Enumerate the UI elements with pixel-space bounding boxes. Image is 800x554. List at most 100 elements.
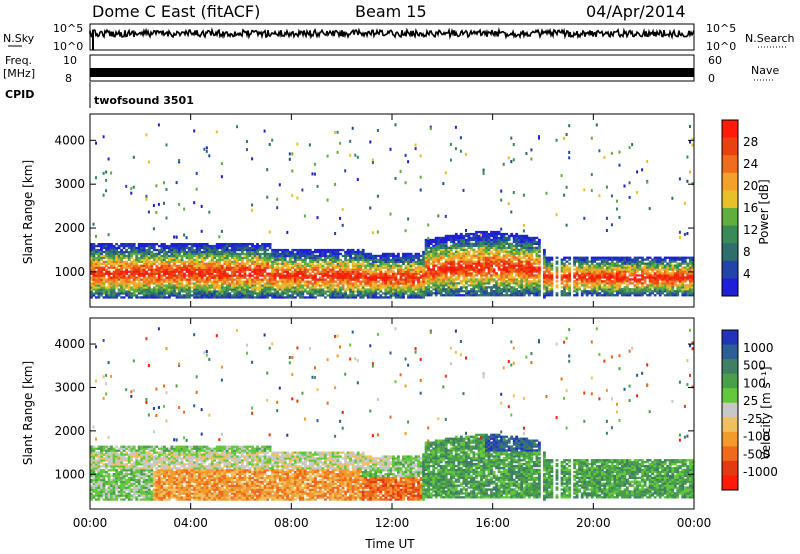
- echo-cell: [170, 288, 174, 291]
- echo-cell: [565, 268, 569, 271]
- echo-cell: [336, 284, 340, 287]
- echo-cell: [482, 280, 486, 283]
- echo-cell: [198, 244, 201, 248]
- echo-cell: [311, 254, 315, 258]
- echo-cell: [384, 278, 388, 281]
- echo-cell: [482, 290, 486, 293]
- echo-cell: [538, 244, 541, 247]
- echo-point: [95, 176, 97, 180]
- echo-cell: [230, 296, 234, 299]
- echo-cell: [392, 278, 395, 281]
- echo-cell: [580, 292, 584, 295]
- cpid-value: twofsound 3501: [94, 94, 194, 107]
- echo-cell: [490, 238, 493, 242]
- echo-cell: [296, 248, 300, 252]
- echo-cell: [132, 264, 136, 267]
- echo-cell: [605, 286, 609, 289]
- echo-point: [522, 229, 525, 233]
- echo-cell: [432, 256, 436, 259]
- echo-cell: [575, 258, 579, 261]
- echo-point: [276, 206, 279, 210]
- echo-cell: [465, 262, 468, 265]
- echo-cell: [507, 250, 511, 253]
- echo-cell: [230, 262, 234, 265]
- echo-cell: [163, 264, 166, 267]
- echo-cell: [424, 242, 428, 245]
- echo-cell: [291, 276, 295, 279]
- echo-cell: [480, 254, 483, 257]
- echo-cell: [261, 252, 264, 256]
- echo-cell: [500, 258, 503, 261]
- echo-cell: [263, 243, 267, 246]
- echo-cell: [414, 278, 418, 281]
- echo-cell: [180, 296, 184, 299]
- echo-cell: [535, 254, 539, 257]
- echo-cell: [170, 278, 174, 281]
- echo-cell: [485, 242, 488, 245]
- echo-cell: [288, 274, 292, 277]
- echo-cell: [273, 258, 277, 262]
- echo-cell: [389, 290, 393, 293]
- echo-cell: [467, 262, 471, 265]
- echo-cell: [200, 258, 204, 262]
- echo-cell: [507, 272, 511, 275]
- echo-point: [404, 229, 407, 233]
- echo-cell: [447, 262, 451, 265]
- echo-cell: [389, 296, 393, 299]
- echo-cell: [296, 264, 300, 267]
- echo-cell: [261, 272, 264, 275]
- echo-cell: [402, 268, 405, 271]
- echo-cell: [532, 268, 536, 271]
- echo-cell: [97, 290, 101, 293]
- echo-cell: [120, 284, 123, 287]
- echo-cell: [389, 292, 393, 295]
- echo-point: [152, 227, 155, 231]
- echo-cell: [316, 248, 320, 252]
- echo-cell: [359, 280, 363, 283]
- echo-cell: [251, 286, 254, 289]
- echo-cell: [341, 270, 345, 273]
- echo-point: [356, 155, 359, 159]
- echo-cell: [535, 248, 539, 251]
- echo-cell: [359, 294, 363, 297]
- echo-cell: [336, 266, 340, 269]
- echo-cell: [298, 282, 302, 285]
- echo-cell: [490, 278, 493, 281]
- echo-cell: [256, 264, 259, 267]
- echo-cell: [457, 240, 461, 244]
- echo-point: [107, 233, 110, 237]
- echo-cell: [193, 268, 196, 271]
- echo-cell: [90, 246, 93, 250]
- echo-cell: [110, 248, 113, 252]
- echo-cell: [243, 266, 247, 269]
- echo-cell: [341, 284, 345, 287]
- echo-cell: [308, 288, 312, 291]
- echo-cell: [180, 288, 184, 291]
- echo-cell: [170, 252, 174, 256]
- echo-cell: [220, 292, 224, 295]
- echo-cell: [170, 268, 174, 271]
- echo-cell: [515, 252, 519, 255]
- echo-cell: [130, 294, 134, 297]
- echo-cell: [510, 246, 514, 249]
- echo-cell: [475, 292, 478, 295]
- echo-cell: [140, 256, 144, 260]
- echo-cell: [140, 260, 144, 263]
- echo-cell: [354, 266, 358, 269]
- nsearch-label: N.Search: [745, 32, 795, 45]
- echo-cell: [256, 243, 259, 246]
- echo-cell: [548, 264, 551, 267]
- echo-cell: [306, 274, 310, 277]
- echo-cell: [512, 282, 516, 285]
- echo-cell: [472, 232, 476, 236]
- echo-cell: [359, 258, 363, 262]
- echo-cell: [580, 260, 584, 263]
- echo-cell: [298, 262, 302, 265]
- echo-cell: [112, 260, 116, 263]
- echo-cell: [125, 254, 128, 258]
- echo-cell: [188, 292, 191, 295]
- echo-cell: [585, 264, 589, 267]
- echo-cell: [271, 264, 274, 267]
- echo-cell: [125, 294, 128, 297]
- echo-cell: [112, 246, 116, 250]
